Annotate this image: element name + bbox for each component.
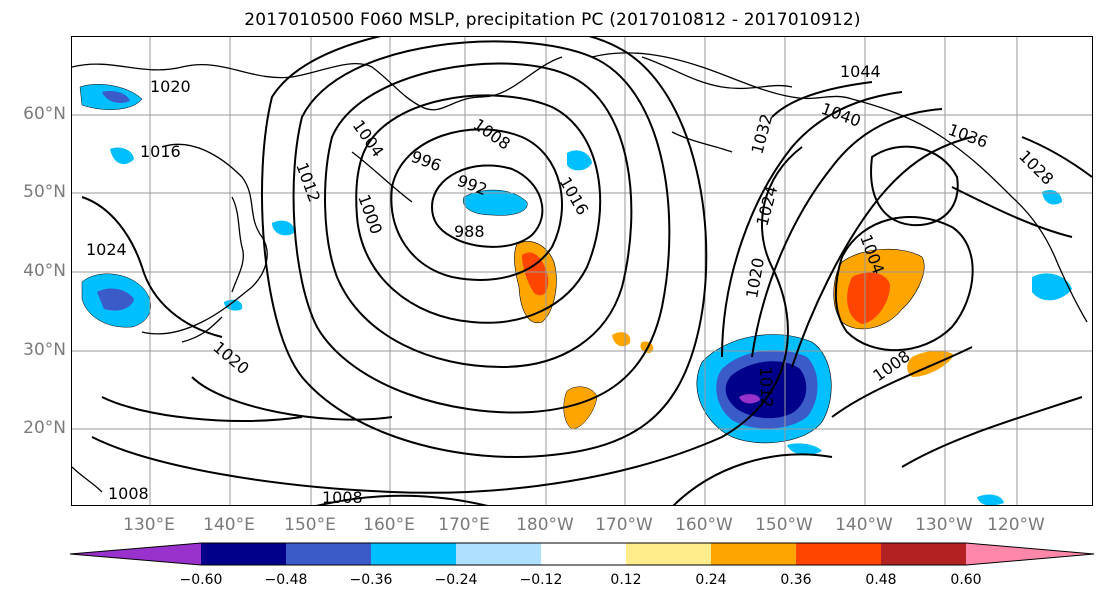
colorbar-extend-low	[70, 543, 201, 565]
colorbar-tick-label: −0.36	[349, 572, 393, 588]
colorbar-tick-label: −0.48	[264, 572, 308, 588]
isobar-label: 1028	[1015, 146, 1057, 188]
isobar-label: 1032	[748, 112, 777, 156]
isobar-label: 1036	[946, 120, 991, 152]
isobar-label: 1024	[86, 240, 127, 259]
graticule	[72, 37, 1092, 505]
map-title: 2017010500 F060 MSLP, precipitation PC (…	[244, 10, 861, 30]
map-panel: 1020 1016 1024 1012 1004 1000 996 992 98…	[71, 36, 1093, 506]
colorbar-tick-label: 0.12	[610, 572, 642, 588]
isobar-label: 988	[454, 222, 485, 241]
colorbar-tick-label: 0.24	[695, 572, 727, 588]
colorbar-swatch	[796, 543, 881, 565]
colorbar-swatch	[201, 543, 286, 565]
isobar-label: 1024	[753, 184, 782, 228]
colorbar-swatch	[541, 543, 626, 565]
lon-label-160w: 160°W	[675, 515, 733, 535]
lon-label-120w: 120°W	[987, 515, 1045, 535]
isobar-label: 996	[409, 147, 444, 175]
colorbar-tick-label: −0.12	[519, 572, 563, 588]
colorbar-swatch	[711, 543, 796, 565]
colorbar-swatch	[371, 543, 456, 565]
colorbar-swatch	[626, 543, 711, 565]
isobar-label: 1008	[869, 346, 913, 385]
lon-label-150w: 150°W	[755, 515, 813, 535]
colorbar-tick-label: 0.60	[950, 572, 982, 588]
lat-label-60n: 60°N	[23, 104, 66, 124]
lat-label-50n: 50°N	[23, 182, 66, 202]
isobar-label: 1008	[322, 488, 363, 506]
lon-label-140e: 140°E	[203, 515, 255, 535]
isobar-label: 1020	[150, 77, 191, 96]
colorbar-tick-label: 0.48	[865, 572, 897, 588]
lon-label-140w: 140°W	[835, 515, 893, 535]
colorbar-swatch	[456, 543, 541, 565]
map-canvas: 1020 1016 1024 1012 1004 1000 996 992 98…	[72, 37, 1092, 506]
colorbar-tick-label: −0.24	[434, 572, 478, 588]
lat-label-30n: 30°N	[23, 340, 66, 360]
lon-label-160e: 160°E	[363, 515, 415, 535]
isobar-label: 992	[455, 171, 490, 199]
colorbar-extend-high	[966, 543, 1094, 565]
precip-shading	[79, 84, 1072, 505]
colorbar-tick-label: 0.36	[780, 572, 812, 588]
lon-label-170w: 170°W	[595, 515, 653, 535]
isobar-label: 1012	[756, 366, 776, 407]
isobar-label: 1020	[742, 256, 768, 299]
lat-label-20n: 20°N	[23, 418, 66, 438]
colorbar-swatch	[286, 543, 371, 565]
lat-label-40n: 40°N	[23, 261, 66, 281]
colorbar-swatch	[881, 543, 966, 565]
colorbar-tick-label: −0.60	[179, 572, 223, 588]
isobars	[81, 37, 1092, 505]
isobar-label: 1016	[140, 142, 181, 161]
isobar-label: 1020	[209, 338, 252, 379]
lon-label-180w: 180°W	[516, 515, 574, 535]
colorbar	[70, 542, 1095, 566]
isobar-label: 1044	[840, 62, 881, 81]
lon-label-130w: 130°W	[915, 515, 973, 535]
isobar-label: 1008	[108, 484, 149, 503]
isobar-label: 1008	[470, 115, 514, 154]
lon-label-130e: 130°E	[123, 515, 175, 535]
isobar-label: 1012	[292, 160, 324, 205]
lon-label-150e: 150°E	[284, 515, 336, 535]
lon-label-170e: 170°E	[438, 515, 490, 535]
